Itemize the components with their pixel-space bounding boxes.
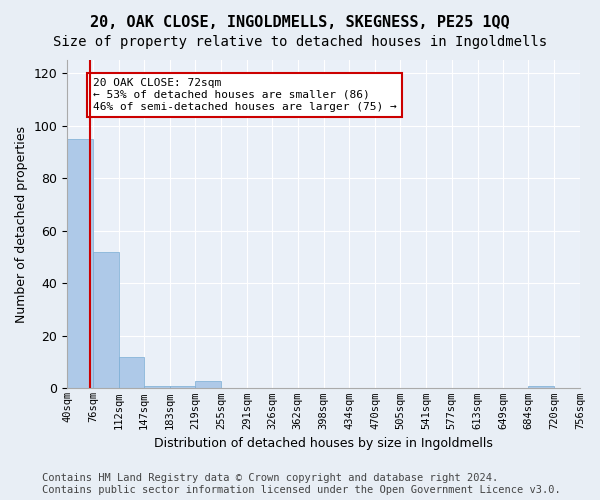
Y-axis label: Number of detached properties: Number of detached properties	[15, 126, 28, 322]
Text: Size of property relative to detached houses in Ingoldmells: Size of property relative to detached ho…	[53, 35, 547, 49]
Bar	[529, 386, 554, 388]
Bar	[196, 380, 221, 388]
Bar	[119, 357, 144, 388]
Text: Contains HM Land Registry data © Crown copyright and database right 2024.
Contai: Contains HM Land Registry data © Crown c…	[42, 474, 561, 495]
Bar	[144, 386, 170, 388]
Bar	[170, 386, 196, 388]
Bar	[67, 139, 93, 388]
Bar	[93, 252, 119, 388]
Text: 20 OAK CLOSE: 72sqm
← 53% of detached houses are smaller (86)
46% of semi-detach: 20 OAK CLOSE: 72sqm ← 53% of detached ho…	[93, 78, 397, 112]
Text: 20, OAK CLOSE, INGOLDMELLS, SKEGNESS, PE25 1QQ: 20, OAK CLOSE, INGOLDMELLS, SKEGNESS, PE…	[90, 15, 510, 30]
X-axis label: Distribution of detached houses by size in Ingoldmells: Distribution of detached houses by size …	[154, 437, 493, 450]
